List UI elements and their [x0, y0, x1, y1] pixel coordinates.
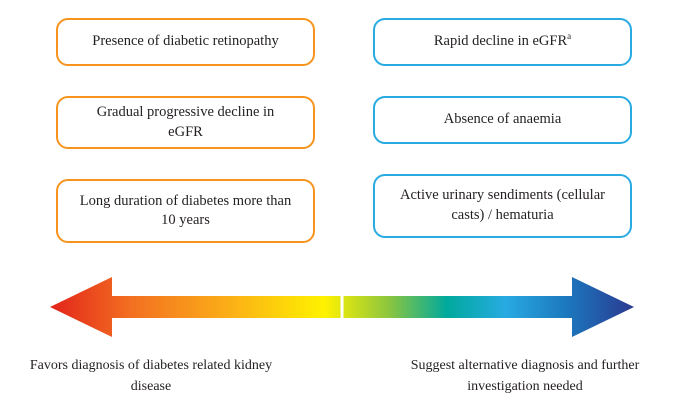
- left-column-diabetes-related: Presence of diabetic retinopathy Gradual…: [56, 18, 315, 244]
- criterion-box: Long duration of diabetes more than 10 y…: [56, 179, 315, 244]
- criterion-box: Active urinary sendiments (cellular cast…: [373, 174, 632, 238]
- double-headed-arrow-icon: [50, 277, 634, 338]
- criterion-label: Gradual progressive decline in eGFR: [96, 104, 275, 140]
- criterion-box: Gradual progressive decline in eGFR: [56, 96, 315, 150]
- right-axis-label: Suggest alternative diagnosis and furthe…: [410, 358, 640, 395]
- gradient-spectrum-arrow: [0, 269, 684, 345]
- criterion-box: Presence of diabetic retinopathy: [56, 18, 315, 66]
- criterion-label: Long duration of diabetes more than 10 y…: [79, 192, 292, 229]
- footnote-marker: a: [567, 31, 572, 42]
- arrow-axis-labels: Favors diagnosis of diabetes related kid…: [0, 345, 684, 397]
- criterion-label: Absence of anaemia: [443, 111, 562, 128]
- criterion-box: Absence of anaemia: [373, 96, 632, 144]
- left-axis-label: Favors diagnosis of diabetes related kid…: [29, 358, 273, 395]
- criterion-label: Presence of diabetic retinopathy: [92, 33, 279, 50]
- criteria-columns: Presence of diabetic retinopathy Gradual…: [56, 18, 632, 244]
- criterion-label: Rapid decline in eGFRa: [433, 31, 572, 50]
- right-column-alternative-diagnosis: Rapid decline in eGFRa Absence of anaemi…: [373, 18, 632, 243]
- criterion-box: Rapid decline in eGFRa: [373, 18, 632, 66]
- criterion-label: Active urinary sendiments (cellular cast…: [400, 187, 605, 223]
